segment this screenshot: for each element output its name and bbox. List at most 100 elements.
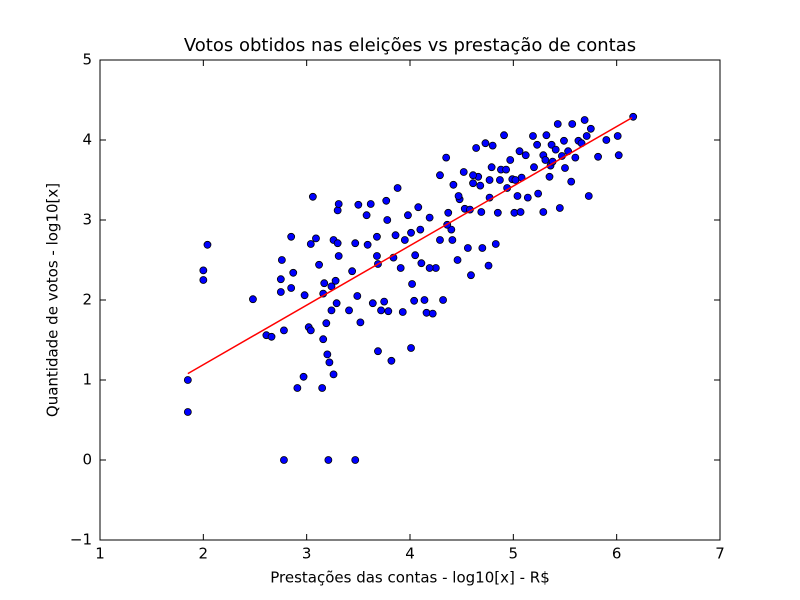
scatter-point (516, 208, 525, 216)
scatter-point (276, 275, 285, 284)
x-tick-label: 5 (509, 545, 519, 563)
scatter-point (289, 268, 298, 277)
scatter-point (345, 306, 353, 315)
scatter-point (614, 151, 623, 160)
scatter-point (534, 189, 543, 198)
scatter-point (377, 306, 385, 315)
scatter-point (416, 225, 425, 234)
scatter-point (567, 177, 576, 186)
scatter-point (407, 344, 415, 352)
scatter-point (353, 292, 362, 300)
scatter-point (203, 240, 212, 249)
scatter-point (373, 252, 381, 260)
scatter-point (324, 456, 333, 464)
scatter-point (417, 259, 426, 268)
x-tick-label: 4 (405, 545, 415, 563)
scatter-point (315, 260, 323, 269)
scatter-point (300, 291, 309, 300)
scatter-point (318, 384, 327, 392)
scatter-point (561, 164, 569, 172)
scatter-point (280, 326, 288, 335)
scatter-point (442, 153, 451, 162)
scatter-point (287, 232, 296, 241)
scatter-point (329, 370, 338, 379)
y-tick-label: 2 (82, 291, 92, 309)
scatter-point (333, 206, 342, 215)
scatter-point (511, 176, 520, 184)
scatter-point (542, 131, 551, 140)
fit-line (187, 116, 633, 375)
scatter-point (467, 271, 475, 280)
scatter-point (463, 244, 472, 252)
scatter-point (391, 231, 400, 240)
scatter-point (322, 319, 331, 328)
scatter-point (459, 168, 468, 176)
scatter-point (436, 236, 444, 244)
chart-title: Votos obtidos nas eleições vs prestação … (184, 35, 636, 56)
x-tick-label: 1 (95, 545, 105, 563)
scatter-point (539, 208, 548, 216)
scatter-point (487, 163, 496, 172)
scatter-point (334, 200, 343, 208)
scatter-point (453, 256, 462, 264)
scatter-point (502, 165, 511, 174)
scatter-point (306, 240, 315, 248)
scatter-point (356, 318, 365, 327)
x-tick-label: 3 (302, 545, 312, 563)
scatter-point (199, 276, 208, 284)
scatter-point (613, 132, 622, 140)
scatter-point (485, 176, 494, 184)
scatter-point (469, 179, 477, 188)
scatter-point (411, 251, 420, 260)
scatter-point (425, 213, 434, 222)
scatter-point (280, 456, 288, 464)
scatter-point (387, 356, 396, 365)
scatter-point (398, 308, 407, 316)
scatter-point (408, 280, 416, 288)
y-tick-label: 0 (82, 451, 92, 469)
scatter-point (312, 234, 320, 243)
scatter-point (529, 132, 537, 140)
scatter-point (366, 200, 375, 208)
scatter-point (495, 176, 504, 184)
scatter-point (553, 120, 562, 128)
scatter-point (299, 372, 308, 381)
scatter-point (348, 267, 357, 276)
scatter-point (323, 350, 332, 359)
scatter-point (374, 347, 382, 356)
scatter-point (354, 200, 363, 209)
scatter-point (484, 261, 493, 270)
scatter-point (332, 299, 341, 308)
scatter-point (439, 296, 447, 304)
scatter-point (363, 240, 372, 249)
scatter-point (477, 208, 486, 216)
x-tick-label: 6 (612, 545, 622, 563)
x-tick-label: 7 (715, 545, 725, 563)
scatter-point (580, 116, 589, 124)
scatter-point (267, 332, 276, 341)
scatter-point (586, 124, 595, 133)
scatter-point (351, 456, 360, 464)
scatter-point (383, 216, 392, 224)
scatter-point (368, 299, 377, 308)
scatter-point (277, 256, 286, 264)
scatter-point (513, 192, 522, 200)
scatter-point (199, 266, 208, 275)
scatter-point (407, 228, 415, 237)
scatter-point (571, 153, 580, 162)
scatter-point (444, 208, 453, 217)
scatter-point (380, 297, 389, 306)
scatter-point (533, 140, 541, 149)
scatter-point (545, 172, 554, 181)
scatter-point (476, 181, 485, 190)
scatter-point (521, 151, 530, 160)
scatter-point (481, 139, 490, 148)
scatter-point (530, 163, 538, 172)
scatter-point (602, 136, 611, 144)
scatter-point (454, 192, 463, 200)
scatter-point (469, 171, 477, 180)
scatter-point (584, 192, 593, 200)
scatter-point (382, 196, 391, 205)
scatter-point (436, 171, 444, 180)
